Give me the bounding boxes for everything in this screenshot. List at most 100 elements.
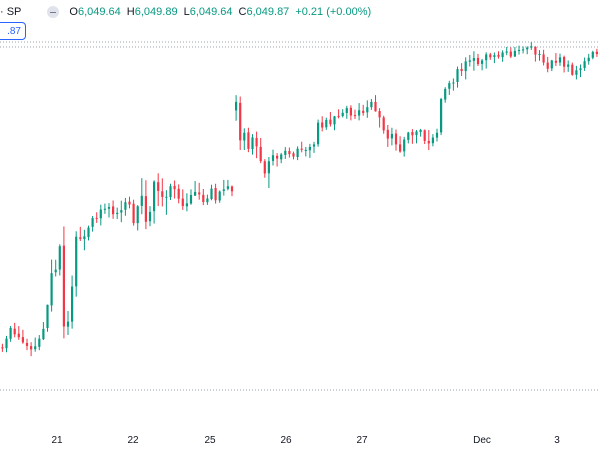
candle bbox=[333, 115, 336, 131]
candle-body bbox=[308, 146, 311, 151]
candle bbox=[522, 46, 525, 54]
candle bbox=[468, 54, 471, 67]
candle-body bbox=[153, 181, 156, 212]
candle-body bbox=[157, 182, 160, 191]
candle-body bbox=[489, 54, 492, 58]
candle bbox=[493, 52, 496, 64]
candle-body bbox=[534, 46, 537, 55]
candle bbox=[239, 96, 242, 151]
candle-body bbox=[472, 58, 475, 61]
candle-body bbox=[136, 206, 139, 224]
candle-body bbox=[177, 188, 180, 199]
candle bbox=[271, 149, 275, 166]
candle-body bbox=[374, 101, 377, 112]
candle bbox=[353, 109, 357, 119]
candle-body bbox=[567, 64, 570, 67]
symbol-label[interactable]: · SP bbox=[0, 6, 22, 18]
candle bbox=[124, 197, 127, 216]
candle-body bbox=[13, 328, 16, 335]
candle bbox=[472, 51, 475, 71]
candle-body bbox=[337, 116, 340, 118]
candle bbox=[485, 52, 488, 69]
candle-body bbox=[440, 99, 443, 133]
candle-body bbox=[79, 237, 82, 239]
candle-body bbox=[390, 133, 393, 139]
candle-body bbox=[46, 304, 49, 329]
candle-body bbox=[423, 130, 426, 141]
candle bbox=[46, 304, 49, 332]
candle bbox=[194, 181, 197, 196]
candle-body bbox=[517, 49, 521, 51]
candle-body bbox=[25, 342, 29, 346]
candle-body bbox=[271, 155, 275, 161]
candle-body bbox=[300, 148, 303, 150]
candle bbox=[513, 47, 516, 57]
candle bbox=[243, 128, 246, 151]
candle bbox=[526, 46, 529, 55]
candle-body bbox=[468, 60, 471, 62]
candle-body bbox=[435, 132, 439, 138]
candle bbox=[185, 193, 188, 212]
high-value: H6,049.89 bbox=[126, 6, 178, 18]
candle bbox=[128, 196, 131, 209]
candle bbox=[79, 226, 82, 241]
candle bbox=[341, 109, 344, 118]
candle-body bbox=[66, 321, 70, 327]
candle bbox=[9, 325, 12, 342]
collapse-legend-button[interactable] bbox=[47, 6, 60, 18]
candle bbox=[415, 130, 418, 144]
candle-body bbox=[50, 273, 53, 306]
candle bbox=[329, 112, 332, 127]
candle bbox=[317, 119, 320, 147]
candle-body bbox=[317, 122, 320, 145]
candle-body bbox=[292, 153, 295, 157]
candle-body bbox=[243, 132, 246, 141]
candle-body bbox=[239, 102, 242, 141]
candle-body bbox=[370, 101, 373, 108]
candle-body bbox=[522, 49, 525, 51]
candle-body bbox=[378, 111, 381, 118]
candle bbox=[362, 104, 365, 116]
candle bbox=[452, 78, 455, 91]
candle-body bbox=[87, 227, 90, 238]
candle-body bbox=[526, 47, 529, 50]
candle-body bbox=[321, 122, 324, 128]
candle bbox=[583, 57, 586, 71]
candle bbox=[280, 152, 283, 164]
candle bbox=[382, 115, 385, 134]
candle-body bbox=[202, 194, 205, 202]
candle-body bbox=[194, 191, 197, 196]
candle-body bbox=[312, 144, 316, 147]
candle-body bbox=[1, 347, 4, 349]
x-axis-label: 22 bbox=[127, 435, 139, 446]
candle bbox=[358, 103, 361, 121]
candle bbox=[169, 183, 172, 201]
candle bbox=[247, 127, 250, 153]
candle-body bbox=[509, 51, 512, 57]
candle bbox=[542, 49, 545, 66]
candle-body bbox=[403, 139, 406, 152]
candle bbox=[440, 97, 443, 136]
candle-body bbox=[140, 195, 143, 206]
candle-body bbox=[382, 117, 385, 131]
candle-body bbox=[198, 192, 201, 195]
candle bbox=[489, 52, 492, 60]
candle-body bbox=[185, 203, 188, 207]
candle-body bbox=[460, 68, 463, 72]
candle-body bbox=[30, 346, 33, 350]
candle-body bbox=[71, 286, 74, 322]
candle bbox=[497, 51, 500, 59]
candle-body bbox=[325, 119, 328, 128]
candle-body bbox=[427, 140, 430, 144]
candle-body bbox=[276, 155, 279, 159]
candle-body bbox=[148, 211, 152, 222]
candle-body bbox=[452, 82, 455, 84]
candle-body bbox=[103, 208, 106, 210]
candle-body bbox=[587, 57, 590, 62]
candle bbox=[116, 207, 119, 220]
candle bbox=[210, 184, 213, 201]
candle-body bbox=[17, 333, 20, 338]
candle bbox=[312, 141, 316, 153]
current-price-label: .87 bbox=[0, 22, 26, 40]
